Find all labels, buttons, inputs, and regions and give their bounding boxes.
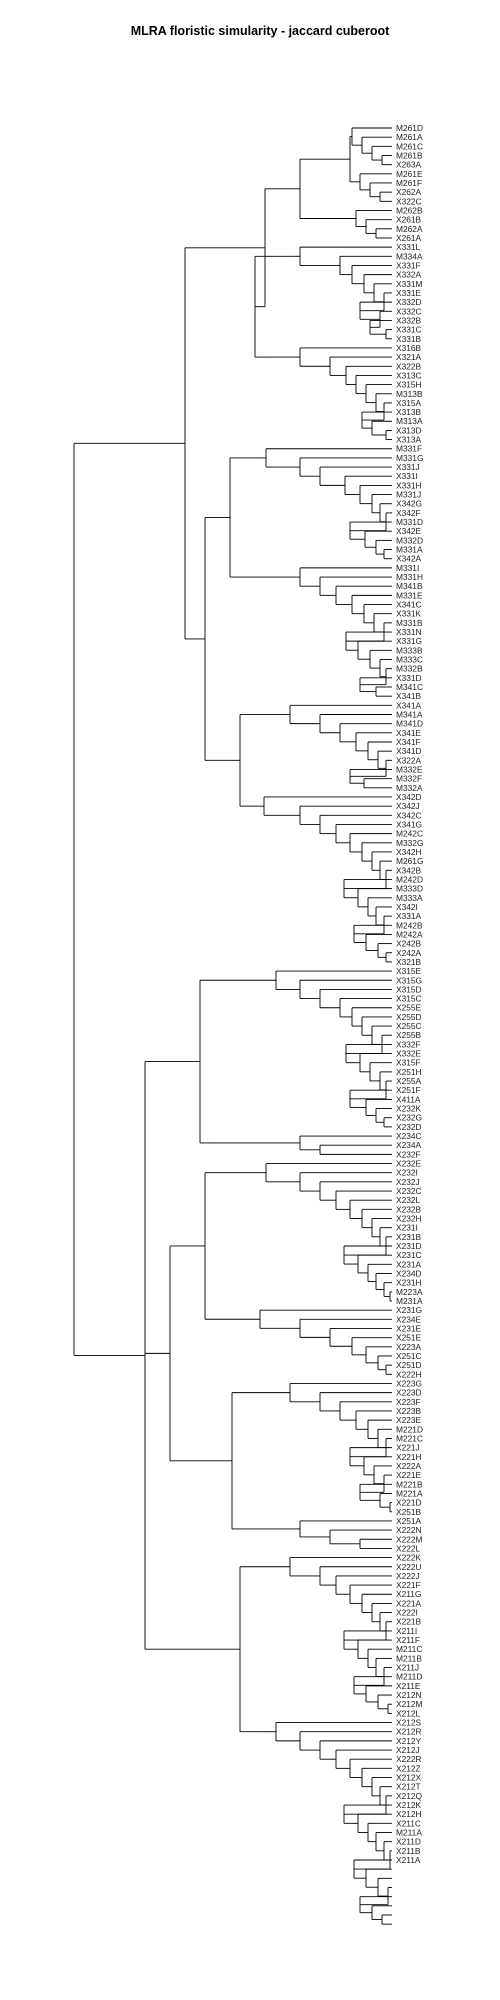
leaf-label: X211A bbox=[396, 1855, 421, 1865]
leaf-labels: M261DM261AM261CM261BX263AM261EM261FX262A… bbox=[396, 123, 423, 1865]
chart-title: MLRA floristic simularity - jaccard cube… bbox=[131, 24, 390, 38]
dendrogram-branches bbox=[74, 128, 392, 1924]
